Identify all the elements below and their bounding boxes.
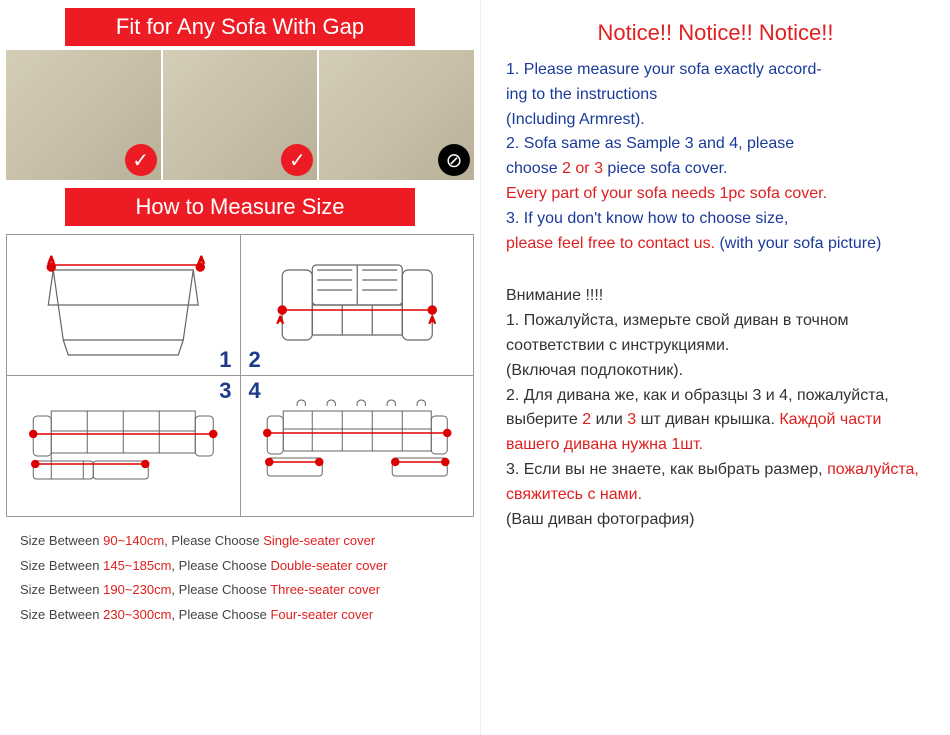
size-prefix: Size Between	[20, 607, 103, 622]
sofa-diagram-4	[251, 386, 464, 506]
size-mid: , Please Choose	[171, 607, 270, 622]
diagram-cell-2: A A 2	[241, 235, 474, 375]
notice-line: (Ваш диван фотография)	[506, 511, 694, 528]
sofa-diagram-2: A A	[251, 245, 464, 365]
size-cover: Three-seater cover	[270, 582, 380, 597]
size-range: 190~230cm	[103, 582, 171, 597]
notice-line: piece sofa cover.	[603, 160, 728, 177]
notice-english: 1. Please measure your sofa exactly acco…	[506, 58, 925, 256]
notice-highlight: 2 or 3	[562, 160, 603, 177]
size-row-4: Size Between 230~300cm, Please Choose Fo…	[20, 603, 460, 628]
diagram-cell-3: 3	[7, 376, 240, 516]
notice-line: ing to the instructions	[506, 86, 657, 103]
notice-line: 3. If you don't know how to choose size,	[506, 210, 788, 227]
size-cover: Double-seater cover	[270, 558, 387, 573]
notice-highlight: 3	[627, 411, 636, 428]
size-mid: , Please Choose	[171, 582, 270, 597]
size-range: 90~140cm	[103, 533, 164, 548]
notice-line: choose	[506, 160, 562, 177]
photo-2: ✓	[163, 50, 318, 180]
diagram-number-1: 1	[219, 347, 231, 373]
diagram-number-3: 3	[219, 378, 231, 404]
size-range: 145~185cm	[103, 558, 171, 573]
size-cover: Single-seater cover	[263, 533, 375, 548]
diagram-cell-1: A A 1	[7, 235, 240, 375]
diagram-cell-4: 4	[241, 376, 474, 516]
notice-line: 3. Если вы не знаете, как выбрать размер…	[506, 461, 827, 478]
size-row-2: Size Between 145~185cm, Please Choose Do…	[20, 554, 460, 579]
notice-highlight: Every part of your sofa needs 1pc sofa c…	[506, 185, 827, 202]
notice-line: 1. Please measure your sofa exactly acco…	[506, 61, 822, 78]
size-mid: , Please Choose	[164, 533, 263, 548]
size-row-1: Size Between 90~140cm, Please Choose Sin…	[20, 529, 460, 554]
sofa-diagram-1: A A	[17, 245, 230, 365]
notice-line: или	[591, 411, 627, 428]
banner-measure: How to Measure Size	[65, 188, 415, 226]
notice-title: Notice!! Notice!! Notice!!	[506, 20, 925, 46]
size-prefix: Size Between	[20, 558, 103, 573]
svg-text:A: A	[48, 255, 54, 265]
notice-line: шт диван крышка.	[636, 411, 779, 428]
notice-line: (Включая подлокотник).	[506, 362, 683, 379]
check-icon: ✓	[125, 144, 157, 176]
photo-row: ✓ ✓ ⊘	[0, 50, 480, 180]
size-prefix: Size Between	[20, 582, 103, 597]
notice-russian: Внимание !!!! 1. Пожалуйста, измерьте св…	[506, 284, 925, 532]
banner-fit: Fit for Any Sofa With Gap	[65, 8, 415, 46]
diagram-number-2: 2	[249, 347, 261, 373]
svg-text:A: A	[277, 315, 283, 325]
right-column: Notice!! Notice!! Notice!! 1. Please mea…	[480, 0, 950, 735]
notice-highlight: please feel free to contact us.	[506, 235, 715, 252]
notice-line: 1. Пожалуйста, измерьте свой диван в точ…	[506, 312, 849, 354]
size-prefix: Size Between	[20, 533, 103, 548]
photo-1: ✓	[6, 50, 161, 180]
svg-text:A: A	[198, 255, 204, 265]
notice-line: (with your sofa picture)	[715, 235, 881, 252]
photo-3: ⊘	[319, 50, 474, 180]
diagram-number-4: 4	[249, 378, 261, 404]
no-icon: ⊘	[438, 144, 470, 176]
size-range: 230~300cm	[103, 607, 171, 622]
diagram-grid: A A 1 A	[6, 234, 474, 517]
size-mid: , Please Choose	[171, 558, 270, 573]
size-cover: Four-seater cover	[270, 607, 373, 622]
left-column: Fit for Any Sofa With Gap ✓ ✓ ⊘ How to M…	[0, 0, 480, 735]
size-row-3: Size Between 190~230cm, Please Choose Th…	[20, 578, 460, 603]
check-icon: ✓	[281, 144, 313, 176]
notice-line: 2. Sofa same as Sample 3 and 4, please	[506, 135, 794, 152]
notice-ru-heading: Внимание !!!!	[506, 287, 603, 304]
svg-text:A: A	[429, 315, 435, 325]
size-list: Size Between 90~140cm, Please Choose Sin…	[0, 529, 480, 628]
notice-highlight: 2	[582, 411, 591, 428]
sofa-diagram-3	[17, 386, 230, 506]
notice-line: (Including Armrest).	[506, 111, 645, 128]
